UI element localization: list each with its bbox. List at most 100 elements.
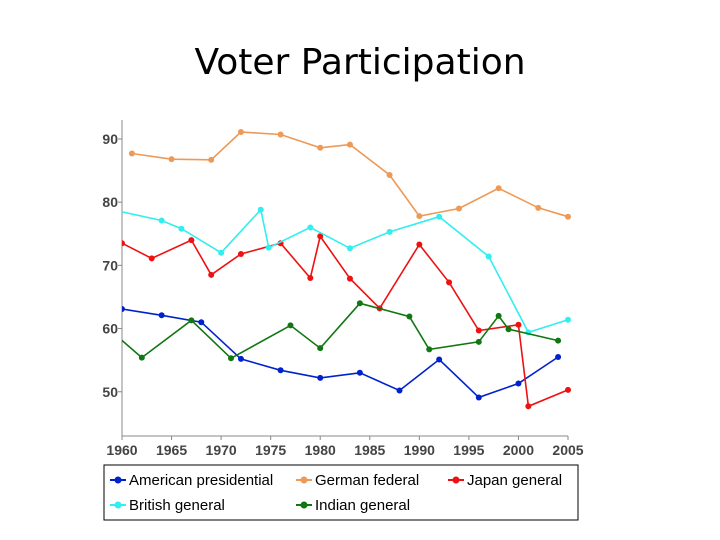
x-tick-label: 1960	[106, 442, 137, 458]
data-point-japan-general	[237, 250, 244, 257]
data-point-german-federal	[237, 129, 244, 136]
y-tick-label: 90	[102, 131, 118, 147]
data-point-american-presidential	[475, 394, 482, 401]
data-point-indian-general	[505, 326, 512, 333]
data-point-japan-general	[515, 321, 522, 328]
data-point-japan-general	[307, 275, 314, 281]
data-point-german-federal	[565, 213, 571, 220]
y-tick-label: 70	[102, 257, 118, 273]
series-japan-general	[122, 233, 571, 410]
series-american-presidential	[122, 305, 562, 401]
data-point-indian-general	[356, 300, 363, 307]
data-point-japan-general	[188, 237, 195, 244]
x-tick-label: 1990	[404, 442, 435, 458]
data-point-american-presidential	[436, 356, 443, 363]
data-point-japan-general	[475, 327, 482, 334]
legend-swatch-marker	[300, 476, 308, 484]
data-point-british-general	[386, 228, 393, 235]
data-point-british-general	[346, 245, 353, 252]
y-tick-label: 80	[102, 194, 118, 210]
data-point-german-federal	[277, 131, 284, 138]
data-point-british-general	[485, 253, 492, 260]
data-point-german-federal	[317, 144, 324, 151]
legend-item-indian-general: Indian general	[296, 497, 410, 514]
x-tick-label: 1985	[354, 442, 385, 458]
legend-label: Indian general	[315, 497, 410, 514]
data-point-indian-general	[138, 354, 145, 361]
data-point-german-federal	[208, 156, 215, 163]
data-point-german-federal	[416, 213, 423, 220]
x-tick-label: 1975	[255, 442, 286, 458]
data-point-indian-general	[228, 355, 235, 362]
series-line-american-presidential	[122, 308, 559, 399]
data-point-japan-general	[148, 255, 155, 262]
data-point-german-federal	[128, 150, 135, 157]
data-point-american-presidential	[158, 312, 165, 319]
series-british-general	[122, 206, 571, 336]
legend-label: Japan general	[467, 472, 562, 489]
series-line-japan-general	[122, 234, 569, 408]
data-point-japan-general	[317, 233, 324, 240]
data-point-indian-general	[89, 312, 95, 318]
data-point-american-presidential	[396, 387, 403, 394]
data-point-american-presidential	[122, 305, 125, 312]
data-point-indian-general	[495, 312, 502, 319]
data-point-german-federal	[535, 204, 542, 211]
data-point-british-general	[436, 213, 443, 220]
legend-box	[103, 464, 579, 521]
x-tick-label: 1965	[156, 442, 187, 458]
data-point-german-federal	[346, 141, 353, 148]
slide-title: Voter Participation	[194, 42, 526, 83]
data-point-german-federal	[386, 171, 393, 178]
data-point-british-general	[178, 225, 185, 232]
data-point-british-general	[307, 224, 314, 231]
legend-swatch-marker	[300, 501, 308, 509]
data-point-british-general	[257, 206, 264, 213]
data-point-british-general	[565, 316, 571, 323]
x-tick-label: 2005	[552, 442, 583, 458]
data-point-indian-general	[317, 345, 324, 352]
y-tick-label: 50	[102, 384, 118, 400]
data-point-japan-general	[208, 271, 215, 278]
legend-label: German federal	[315, 472, 419, 489]
data-point-indian-general	[406, 313, 413, 320]
data-point-japan-general	[416, 241, 423, 248]
data-point-british-general	[265, 244, 272, 251]
data-point-indian-general	[426, 346, 433, 353]
legend-swatch-marker	[114, 476, 122, 484]
legend-label: American presidential	[129, 472, 273, 489]
series-indian-general	[89, 300, 562, 362]
chart-legend: American presidential German federal Japan…	[103, 464, 579, 521]
data-point-british-general	[218, 249, 225, 256]
data-point-american-presidential	[237, 355, 244, 362]
data-point-american-presidential	[277, 367, 284, 374]
data-point-american-presidential	[555, 354, 562, 360]
legend-item-japan-general: Japan general	[448, 472, 562, 489]
legend-label: British general	[129, 497, 225, 514]
series-german-federal	[128, 129, 571, 220]
data-point-american-presidential	[317, 374, 324, 381]
legend-item-british-general: British general	[110, 497, 225, 514]
legend-swatch-marker	[114, 501, 122, 509]
data-point-american-presidential	[198, 319, 205, 326]
x-tick-label: 1995	[453, 442, 484, 458]
data-point-indian-general	[287, 322, 294, 329]
series-line-indian-general	[122, 302, 559, 360]
data-point-japan-general	[565, 386, 571, 393]
data-point-german-federal	[495, 185, 502, 192]
x-tick-label: 1970	[206, 442, 237, 458]
data-point-indian-general	[475, 338, 482, 345]
x-tick-label: 2000	[503, 442, 534, 458]
data-point-german-federal	[455, 205, 462, 212]
legend-item-american-presidential: American presidential	[110, 472, 273, 489]
chart-axes: 50 60 70 80 90 1960 1965 1970 1975 1980 1985 1990 19…	[102, 120, 584, 458]
data-point-british-general	[158, 217, 165, 224]
x-tick-label: 1980	[305, 442, 336, 458]
data-point-japan-general	[122, 240, 125, 247]
data-point-indian-general	[188, 317, 195, 324]
data-point-japan-general	[525, 403, 532, 410]
legend-swatch-marker	[452, 476, 460, 484]
chart-series	[89, 129, 571, 410]
data-point-japan-general	[346, 275, 353, 282]
